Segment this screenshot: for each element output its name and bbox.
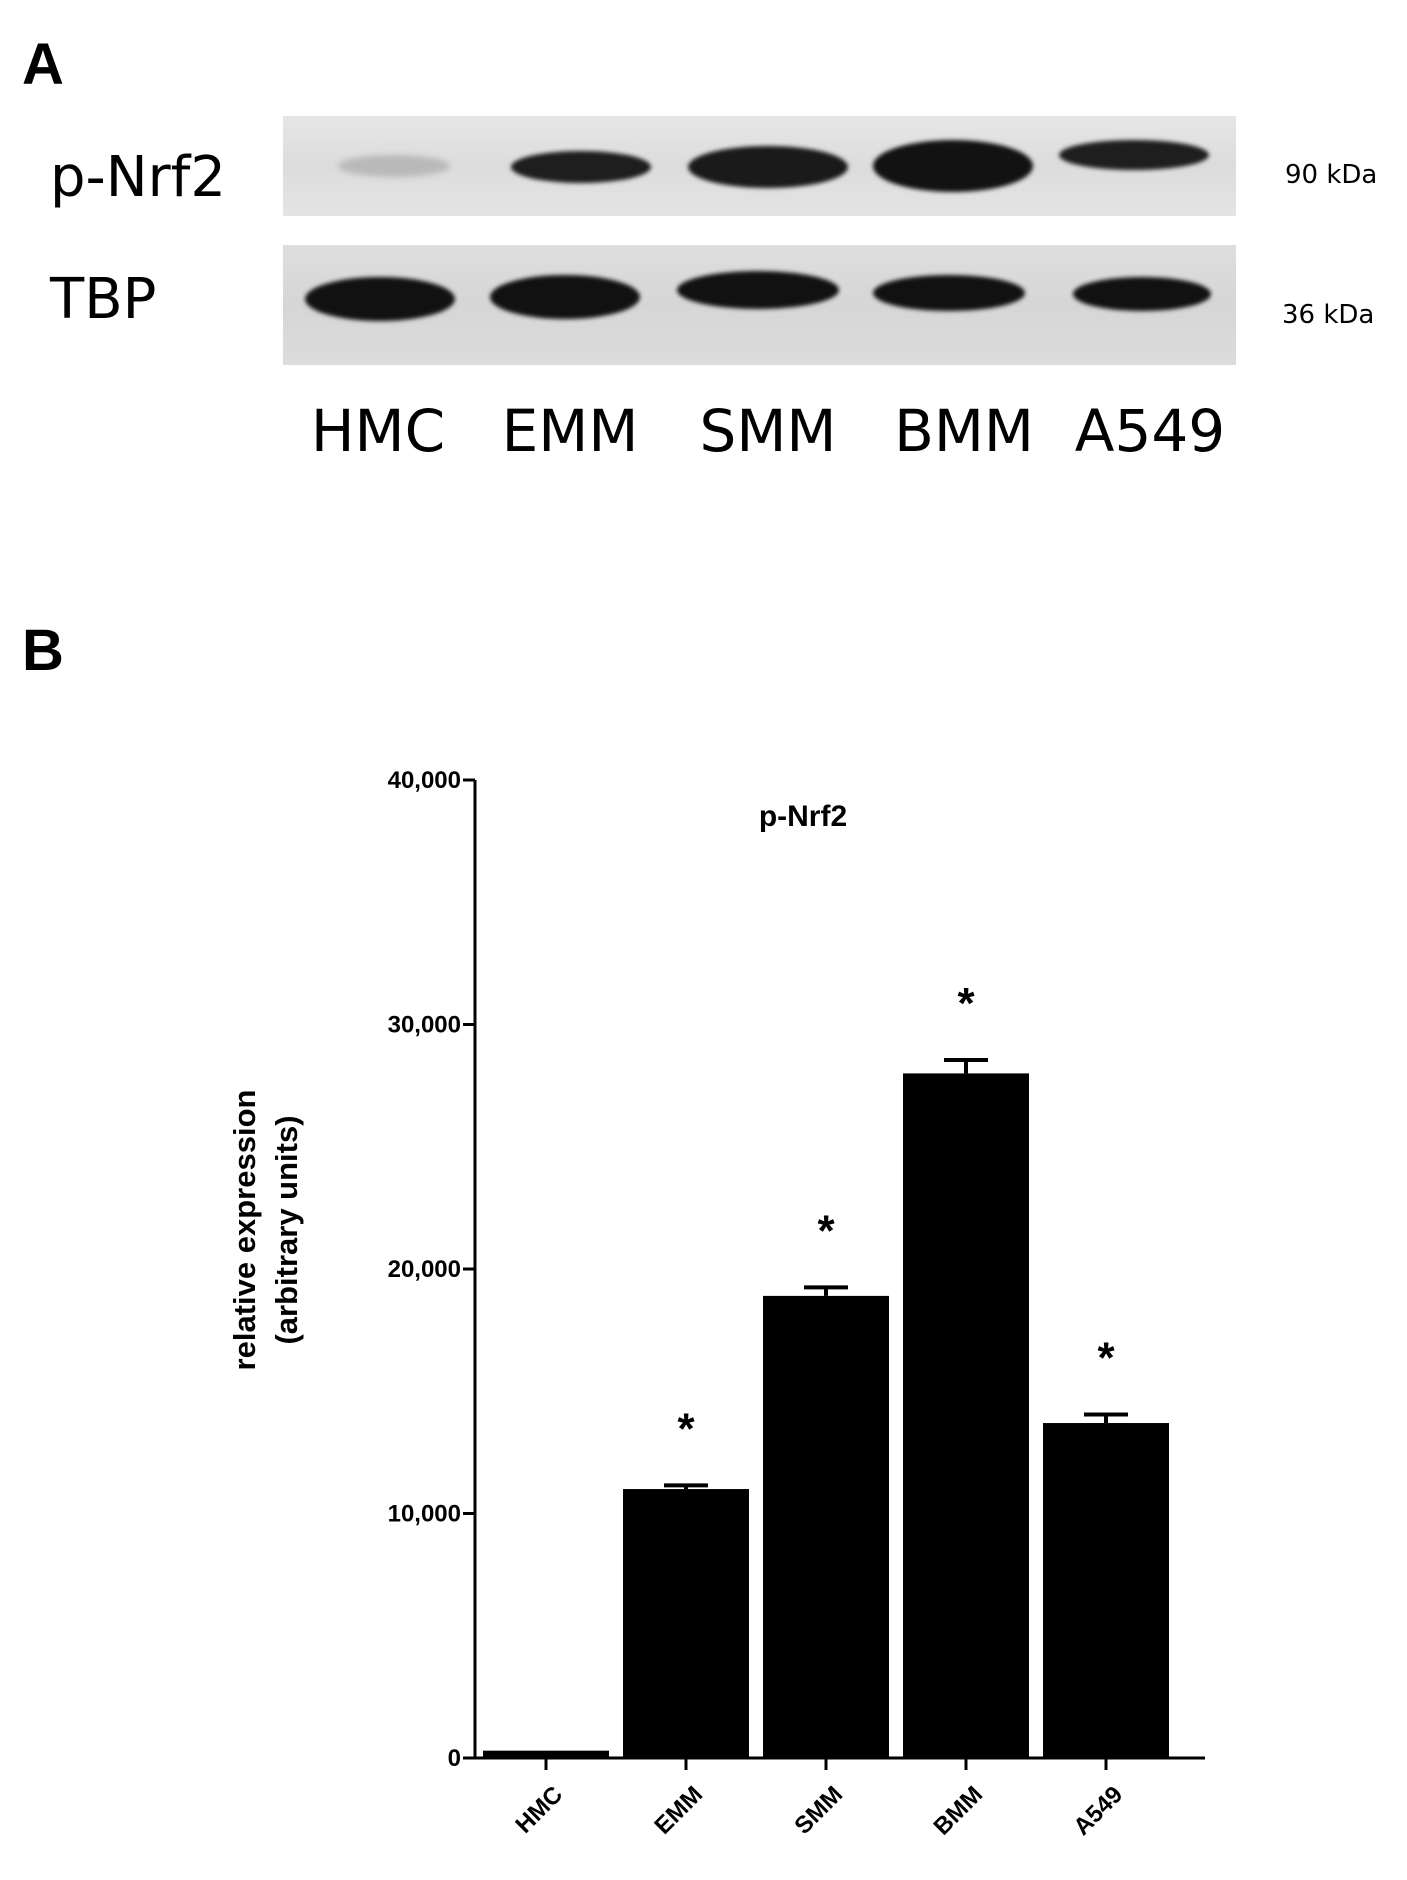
blot-band-tbp-emm [490,275,640,319]
x-tick-label-emm: EMM [649,1781,708,1840]
significance-mark-bmm: * [957,979,975,1028]
y-axis-title-line-1: relative expression [227,1090,262,1371]
blot-strip-pnrf2 [283,116,1236,216]
blot-lane-label-hmc: HMC [310,397,446,465]
significance-mark-smm: * [817,1206,835,1255]
blot-band-pnrf2-smm [688,146,848,188]
y-tick-label: 0 [448,1745,461,1772]
x-tick-label-bmm: BMM [928,1781,988,1841]
bar-emm [623,1489,749,1758]
y-tick-label: 10,000 [388,1501,461,1528]
y-tick-label: 40,000 [388,767,461,794]
blot-lane-label-bmm: BMM [894,397,1034,465]
blot-strip-tbp [283,245,1236,365]
blot-band-tbp-hmc [305,277,455,321]
blot-band-pnrf2-emm [511,151,651,183]
blot-lane-label-emm: EMM [501,397,639,465]
blot-band-tbp-a549 [1073,277,1211,311]
bar-bmm [903,1073,1029,1758]
significance-mark-emm: * [677,1404,695,1453]
bar-smm [763,1295,889,1758]
significance-mark-a549: * [1097,1333,1115,1382]
blot-band-pnrf2-hmc [338,155,450,177]
panel-label-b: B [22,618,64,683]
x-tick-label-a549: A549 [1068,1781,1128,1841]
x-tick-label-hmc: HMC [510,1781,568,1839]
blot-band-tbp-smm [677,271,839,309]
y-axis-title-line-2: (arbitrary units) [269,1115,304,1344]
blot-band-pnrf2-a549 [1059,140,1209,170]
blot-band-tbp-bmm [873,275,1025,311]
blot-lane-label-a549: A549 [1074,397,1226,465]
blot-mw-tbp: 36 kDa [1282,300,1375,330]
blot-band-pnrf2-bmm [873,140,1033,192]
blot-row-label-tbp: TBP [50,267,157,332]
y-tick-label: 20,000 [388,1256,461,1283]
chart-title: p-Nrf2 [759,800,847,833]
x-tick-label-smm: SMM [789,1781,848,1840]
bar-hmc [483,1750,609,1758]
bar-a549 [1043,1423,1169,1758]
y-tick-label: 30,000 [388,1012,461,1039]
blot-lane-label-smm: SMM [699,397,837,465]
blot-row-label-pnrf2: p-Nrf2 [50,145,227,210]
blot-mw-pnrf2: 90 kDa [1285,160,1378,190]
panel-label-a: A [22,32,64,97]
